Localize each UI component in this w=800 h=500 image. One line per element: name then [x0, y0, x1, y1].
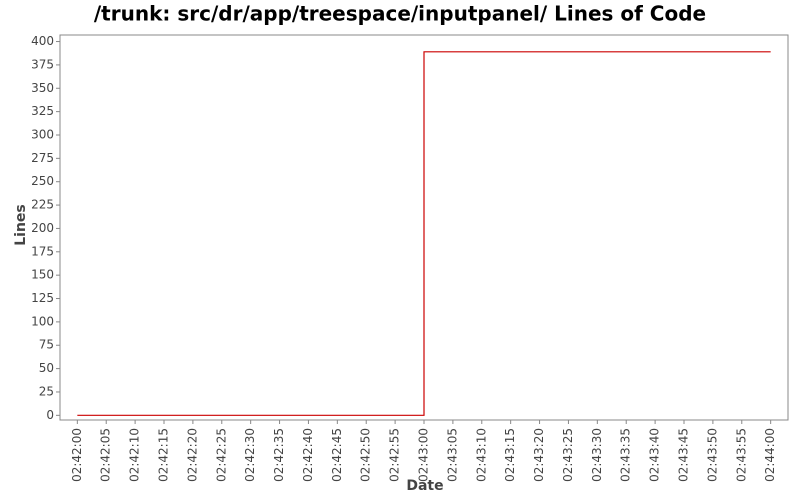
y-tick-label: 400	[31, 34, 54, 48]
x-tick-label: 02:42:40	[301, 428, 315, 482]
x-tick-label: 02:43:10	[474, 428, 488, 482]
x-tick-label: 02:43:55	[734, 428, 748, 482]
x-tick-label: 02:43:45	[677, 428, 691, 482]
y-tick-label: 175	[31, 244, 54, 258]
x-tick-label: 02:42:00	[70, 428, 84, 482]
x-tick-label: 02:43:05	[445, 428, 459, 482]
x-tick-label: 02:42:05	[99, 428, 113, 482]
y-tick-label: 350	[31, 81, 54, 95]
x-tick-label: 02:42:20	[185, 428, 199, 482]
x-tick-label: 02:44:00	[763, 428, 777, 482]
x-tick-label: 02:42:10	[128, 428, 142, 482]
x-tick-label: 02:42:30	[243, 428, 257, 482]
x-axis-label: Date	[406, 478, 443, 494]
x-tick-label: 02:43:35	[619, 428, 633, 482]
y-tick-label: 0	[46, 408, 54, 422]
x-tick-label: 02:43:50	[705, 428, 719, 482]
x-tick-label: 02:42:15	[157, 428, 171, 482]
y-tick-label: 325	[31, 104, 54, 118]
y-tick-label: 25	[39, 384, 54, 398]
x-tick-label: 02:42:25	[214, 428, 228, 482]
chart-title: /trunk: src/dr/app/treespace/inputpanel/…	[94, 2, 706, 26]
x-tick-label: 02:43:00	[417, 428, 431, 482]
data-line	[77, 51, 771, 416]
x-tick-label: 02:43:30	[590, 428, 604, 482]
y-tick-label: 50	[39, 361, 54, 375]
y-tick-label: 150	[31, 268, 54, 282]
x-tick-label: 02:43:20	[532, 428, 546, 482]
x-tick-label: 02:43:40	[648, 428, 662, 482]
y-tick-label: 375	[31, 57, 54, 71]
y-tick-label: 100	[31, 314, 54, 328]
y-tick-label: 300	[31, 127, 54, 141]
y-axis-label: Lines	[13, 204, 29, 246]
y-tick-label: 275	[31, 151, 54, 165]
y-tick-label: 125	[31, 291, 54, 305]
x-tick-label: 02:43:15	[503, 428, 517, 482]
y-tick-label: 225	[31, 198, 54, 212]
x-tick-label: 02:42:50	[359, 428, 373, 482]
x-tick-label: 02:42:55	[388, 428, 402, 482]
y-tick-label: 75	[39, 338, 54, 352]
y-tick-label: 200	[31, 221, 54, 235]
y-tick-label: 250	[31, 174, 54, 188]
x-tick-label: 02:42:35	[272, 428, 286, 482]
x-tick-label: 02:42:45	[330, 428, 344, 482]
x-tick-label: 02:43:25	[561, 428, 575, 482]
